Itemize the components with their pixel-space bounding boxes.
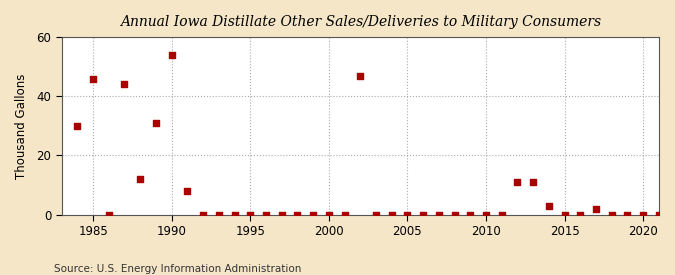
Point [72,124,83,128]
Point [528,180,539,184]
Point [543,204,554,208]
Point [622,212,633,217]
Point [481,212,491,217]
Point [402,212,413,217]
Point [496,212,507,217]
Title: Annual Iowa Distillate Other Sales/Deliveries to Military Consumers: Annual Iowa Distillate Other Sales/Deliv… [119,15,601,29]
Point [512,180,523,184]
Point [166,53,177,57]
Point [261,212,271,217]
Point [245,212,256,217]
Point [371,212,381,217]
Point [449,212,460,217]
Point [135,177,146,181]
Point [418,212,429,217]
Text: Source: U.S. Energy Information Administration: Source: U.S. Energy Information Administ… [54,264,301,274]
Point [323,212,334,217]
Point [386,212,397,217]
Point [229,212,240,217]
Point [292,212,303,217]
Point [119,82,130,87]
Point [606,212,617,217]
Point [559,212,570,217]
Point [355,73,366,78]
Point [339,212,350,217]
Point [213,212,224,217]
Point [575,212,586,217]
Point [433,212,444,217]
Point [638,212,649,217]
Y-axis label: Thousand Gallons: Thousand Gallons [15,73,28,178]
Point [198,212,209,217]
Point [276,212,287,217]
Point [151,121,161,125]
Point [465,212,476,217]
Point [653,212,664,217]
Point [88,76,99,81]
Point [182,189,193,193]
Point [308,212,319,217]
Point [103,212,114,217]
Point [591,207,601,211]
